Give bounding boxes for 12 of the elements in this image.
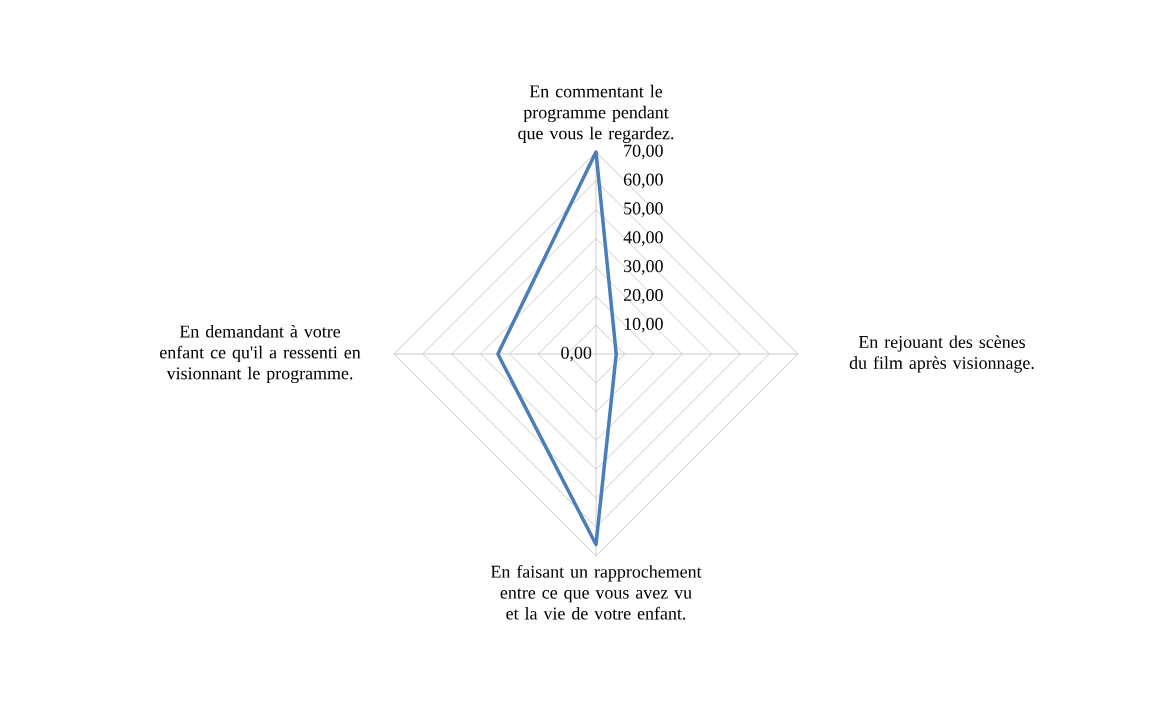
spoke-label: En faisant un rapprochement entre ce que vous avez vu et la vie de votre enfant.: [490, 564, 702, 620]
y-tick-label: 50,00: [624, 202, 663, 218]
y-tick-label: 0,00: [561, 346, 592, 362]
y-tick-label: 30,00: [624, 260, 663, 275]
y-tick-label: 20,00: [623, 288, 663, 304]
y-tick-label: 70,00: [624, 144, 663, 160]
y-tick-label: 10,00: [624, 317, 663, 333]
spoke-label: En commentant le programme pendant que vous le regardez.: [518, 84, 674, 144]
spoke-label: En rejouant des scènes du film après visionnage.: [849, 335, 1034, 373]
spoke-label: En demandant à votre enfant ce qu'il a ressenti en visionnant le programme.: [160, 324, 361, 384]
y-tick-label: 40,00: [623, 231, 663, 246]
y-tick-label: 60,00: [623, 173, 663, 189]
